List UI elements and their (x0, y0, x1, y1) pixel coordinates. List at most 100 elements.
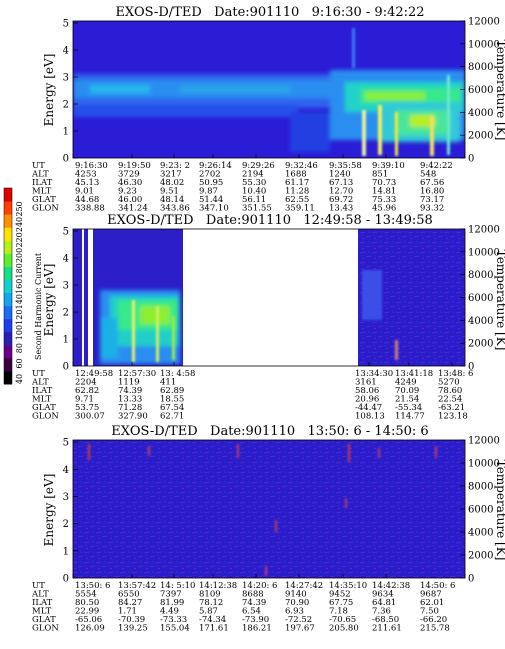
row-label: ALT (31, 378, 49, 388)
y-tick-label-left: 0 (63, 154, 69, 165)
table-cell: 71.28 (118, 403, 142, 413)
y-axis-label-right: Temperature [K] (494, 460, 505, 561)
table-cell: 7397 (160, 590, 182, 600)
table-cell: -55.34 (395, 403, 422, 413)
panel-2-axes: 0 1 2 3 4 5 0 2000 4000 6000 8000 10000 12000 (63, 225, 500, 373)
table-cell: 70.73 (372, 178, 396, 188)
row-label: ALT (31, 170, 49, 180)
table-cell: -44.47 (355, 403, 382, 413)
y-tick-label-left: 0 (63, 574, 69, 585)
table-cell: 5554 (75, 590, 97, 600)
table-cell: 55.30 (242, 178, 266, 188)
table-cell: 9634 (372, 590, 394, 600)
table-cell: 84.27 (118, 598, 142, 608)
table-cell: 9.23 (118, 187, 137, 197)
colorbar-segment (4, 266, 12, 280)
table-cell: 70.09 (395, 386, 419, 396)
table-cell: 67.54 (160, 403, 184, 413)
table-cell: 9:16:30 (75, 161, 108, 171)
table-cell: 62.89 (160, 386, 184, 396)
table-cell: 14:27:42 (285, 581, 323, 591)
y-tick-label-right: 6000 (468, 293, 493, 304)
table-cell: 13.33 (118, 395, 142, 405)
y-tick-label-left: 5 (63, 438, 69, 449)
table-cell: 74.39 (118, 386, 142, 396)
table-cell: 300.07 (75, 412, 105, 422)
panel-title: EXOS-D/TED Date:901110 9:16:30 - 9:42:22 (115, 5, 424, 20)
y-tick-label-left: 1 (63, 546, 69, 557)
table-cell: 8688 (242, 590, 264, 600)
colorbar-tick-label: 240 (15, 217, 24, 232)
table-cell: 3729 (118, 170, 140, 180)
table-cell: 5.87 (199, 607, 218, 617)
table-cell: 851 (372, 170, 388, 180)
table-cell: 13.43 (329, 204, 353, 214)
table-cell: 14:20: 6 (242, 581, 277, 591)
table-cell: -70.65 (329, 615, 356, 625)
table-cell: 215.78 (420, 624, 450, 634)
table-cell: 50.95 (199, 178, 223, 188)
y-tick-label-right: 0 (468, 574, 474, 585)
y-tick-label-left: 2 (63, 308, 69, 319)
table-cell: 155.04 (160, 624, 190, 634)
y-tick-label-right: 0 (468, 362, 474, 373)
table-cell: 126.09 (75, 624, 105, 634)
table-cell: 2204 (75, 378, 97, 388)
table-cell: 139.25 (118, 624, 148, 634)
table-cell: 5270 (438, 378, 460, 388)
colorbar-segment (4, 318, 12, 333)
colorbar-segment (4, 292, 12, 307)
spectrogram-image (73, 21, 465, 158)
table-cell: 62.55 (285, 195, 309, 205)
row-label: UT (32, 581, 45, 591)
y-tick-label-right: 8000 (468, 62, 493, 73)
colorbar-segment (4, 214, 12, 228)
colorbar-segment (4, 305, 12, 320)
table-cell: 62.82 (75, 386, 99, 396)
table-cell: 67.13 (329, 178, 353, 188)
colorbar-segment (4, 253, 12, 267)
colorbar-tick-label: 220 (15, 232, 24, 247)
y-axis-label-right: Temperature [K] (494, 250, 505, 351)
table-cell: 9:26:14 (199, 161, 232, 171)
table-cell: 12:49:58 (75, 369, 113, 379)
row-label: GLAT (32, 195, 56, 205)
table-cell: 13:48: 6 (438, 369, 473, 379)
table-cell: 347.10 (199, 204, 229, 214)
y-tick-label-right: 8000 (468, 482, 493, 493)
colorbar-tick-label: 120 (15, 310, 24, 325)
table-cell: 44.68 (75, 195, 99, 205)
y-tick-label-left: 1 (63, 127, 69, 138)
table-cell: 9.01 (75, 187, 94, 197)
colorbar-tick-label: 60 (15, 358, 24, 368)
table-cell: 45.96 (372, 204, 396, 214)
table-cell: 9687 (420, 590, 442, 600)
colorbar-tick-label: 200 (15, 248, 24, 263)
table-cell: 10.40 (242, 187, 266, 197)
table-cell: 1.71 (118, 607, 137, 617)
table-cell: 80.50 (75, 598, 99, 608)
y-tick-label-left: 4 (63, 465, 69, 476)
table-cell: 62.71 (160, 412, 184, 422)
table-cell: 14:12:38 (199, 581, 237, 591)
table-cell: 14:42:38 (372, 581, 410, 591)
row-label: GLAT (32, 403, 56, 413)
y-tick-label-left: 4 (63, 254, 69, 265)
row-label: GLON (32, 204, 59, 214)
table-cell: 14:50: 6 (420, 581, 455, 591)
panel-1: EXOS-D/TED Date:901110 9:16:30 - 9:42:22 (31, 5, 505, 214)
colorbar-tick-label: 40 (15, 374, 24, 384)
row-label: GLON (32, 412, 59, 422)
table-cell: 53.75 (75, 403, 99, 413)
table-cell: 46.30 (118, 178, 142, 188)
table-cell: -73.33 (160, 615, 187, 625)
table-cell: 93.32 (420, 204, 444, 214)
y-tick-label-right: 12000 (468, 225, 500, 236)
row-label: ILAT (32, 178, 53, 188)
table-cell: 16.80 (420, 187, 444, 197)
row-label: MLT (32, 607, 52, 617)
colorbar-segment (4, 240, 12, 254)
table-cell: -74.34 (199, 615, 226, 625)
